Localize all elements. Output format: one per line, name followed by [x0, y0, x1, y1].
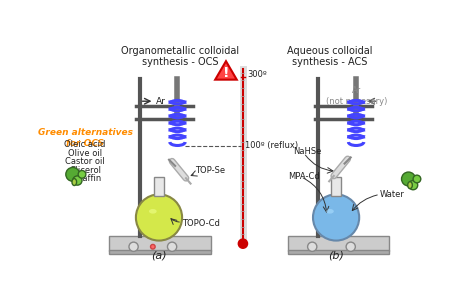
Ellipse shape [326, 209, 334, 214]
Circle shape [346, 242, 356, 251]
Circle shape [409, 181, 418, 190]
Ellipse shape [72, 179, 77, 186]
Text: MPA-Cd: MPA-Cd [288, 172, 320, 181]
Circle shape [413, 175, 421, 183]
Text: Ar
(not necesary): Ar (not necesary) [326, 86, 387, 105]
Ellipse shape [408, 182, 412, 189]
Circle shape [401, 172, 415, 186]
Circle shape [66, 167, 80, 181]
Text: Glicerol: Glicerol [69, 166, 101, 175]
Text: Water: Water [380, 190, 405, 199]
Polygon shape [215, 61, 237, 80]
FancyBboxPatch shape [155, 177, 164, 196]
Circle shape [129, 242, 138, 251]
Circle shape [308, 242, 317, 251]
Text: (b): (b) [328, 251, 344, 260]
Circle shape [313, 194, 359, 240]
Text: Ar: Ar [156, 97, 166, 106]
FancyBboxPatch shape [288, 250, 389, 254]
FancyBboxPatch shape [109, 250, 210, 254]
Circle shape [167, 242, 177, 251]
Circle shape [73, 176, 82, 185]
Circle shape [136, 194, 182, 240]
Text: !: ! [223, 66, 229, 80]
Ellipse shape [149, 209, 157, 214]
Text: TOP-Se: TOP-Se [195, 166, 225, 175]
Text: Organometallic colloidal
synthesis - OCS: Organometallic colloidal synthesis - OCS [121, 46, 239, 67]
FancyBboxPatch shape [288, 236, 389, 251]
FancyBboxPatch shape [109, 236, 210, 251]
Text: Green alternatives
for OCS: Green alternatives for OCS [37, 128, 133, 148]
Text: Olive oil: Olive oil [68, 149, 102, 158]
Text: Castor oil: Castor oil [65, 157, 105, 166]
Text: 100º (reflux): 100º (reflux) [245, 141, 298, 150]
Text: Oleic acid: Oleic acid [64, 140, 106, 150]
Text: TOPO-Cd: TOPO-Cd [182, 219, 220, 228]
Text: (a): (a) [151, 251, 167, 260]
Text: NaHSe: NaHSe [293, 147, 321, 156]
Circle shape [151, 244, 155, 249]
Text: Paraffin: Paraffin [69, 174, 101, 183]
Circle shape [238, 239, 247, 248]
Text: 300º: 300º [247, 70, 267, 79]
Circle shape [78, 170, 86, 178]
Text: Aqueous colloidal
synthesis - ACS: Aqueous colloidal synthesis - ACS [287, 46, 373, 67]
FancyBboxPatch shape [331, 177, 341, 196]
